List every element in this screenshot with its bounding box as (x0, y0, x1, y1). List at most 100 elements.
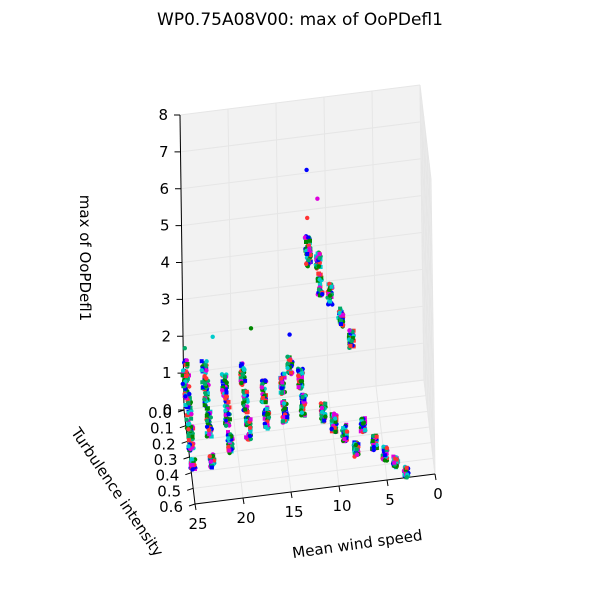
z-tick-label: 7 (159, 143, 169, 161)
scatter-point (338, 315, 343, 320)
scatter-point (391, 454, 396, 459)
scatter-point (359, 419, 364, 424)
scatter-point (356, 442, 361, 447)
scatter-point (202, 403, 207, 408)
scatter-point (224, 418, 229, 423)
y-tick-mark (185, 472, 192, 476)
scatter-point (209, 434, 214, 439)
scatter-point (223, 408, 228, 413)
scatter-point (264, 406, 269, 411)
scatter-point (350, 336, 355, 341)
scatter-point (300, 376, 304, 381)
scatter-point (323, 401, 328, 406)
scatter-point (209, 456, 214, 461)
scatter-point (200, 380, 205, 385)
scatter-point (204, 418, 210, 423)
scatter-point (226, 436, 231, 441)
y-tick-mark (181, 440, 188, 444)
scatter-point (289, 370, 293, 375)
grid-line (420, 158, 433, 253)
x-tick-label: 10 (332, 497, 351, 515)
scatter-point (340, 312, 346, 317)
z-axis-label: max of OoPDefl1 (76, 195, 94, 321)
scatter-point-outlier (210, 334, 215, 339)
scatter-point (306, 243, 311, 248)
grid-line (422, 269, 434, 364)
scatter-point (370, 439, 375, 443)
grid-line (420, 121, 432, 216)
scatter-point (205, 406, 210, 411)
scatter-point (290, 361, 295, 366)
scatter-point (220, 388, 225, 393)
scatter-point (259, 385, 265, 390)
scatter-point (305, 252, 310, 256)
scatter-point (240, 372, 245, 377)
scatter-point (202, 397, 207, 402)
scatter-point (190, 434, 195, 439)
y-tick-mark (183, 456, 190, 460)
scatter-point (355, 452, 360, 457)
grid-line (423, 343, 435, 438)
scatter-point (281, 401, 287, 406)
scatter-point-outlier (304, 167, 309, 173)
x-tick-mark (338, 485, 341, 493)
scatter-point (331, 411, 337, 416)
scatter-point (205, 397, 210, 402)
scatter-point (204, 424, 210, 429)
scatter-point (348, 343, 353, 348)
grid-line (181, 195, 422, 227)
scatter-point (199, 359, 204, 364)
scatter-point (338, 306, 343, 311)
scatter-point (263, 400, 268, 405)
scatter-point (302, 235, 308, 240)
scatter-point (199, 368, 204, 373)
x-tick-mark (242, 497, 245, 505)
scatter-point (299, 383, 304, 388)
scatter-point (279, 390, 285, 396)
scatter-point (317, 256, 322, 261)
scatter-point (227, 448, 232, 453)
scatter-point (186, 444, 191, 449)
scatter-point (245, 404, 250, 409)
grid-line (421, 232, 434, 327)
x-tick-mark (194, 503, 197, 511)
x-tick-label: 5 (385, 491, 395, 509)
scatter-point (304, 240, 308, 244)
x-axis-label: Mean wind speed (291, 526, 423, 562)
scatter-point (332, 416, 338, 421)
z-tick-label: 1 (162, 364, 172, 382)
scatter-point (280, 380, 285, 385)
scatter-point (263, 425, 268, 429)
scatter-point (180, 381, 185, 387)
scatter-point (244, 389, 249, 394)
scatter-point (354, 447, 359, 452)
scatter-point (248, 417, 253, 422)
scatter-point (360, 421, 366, 426)
scatter-point (184, 358, 189, 363)
scatter-point (188, 405, 193, 410)
scatter-point (226, 444, 231, 450)
scatter-point (349, 338, 354, 344)
x-tick-mark (386, 479, 389, 487)
scatter-point (209, 465, 214, 470)
scatter-point (296, 373, 301, 379)
y-tick-label: 0.3 (154, 451, 178, 469)
scatter-point (316, 271, 321, 276)
scatter-point (223, 423, 229, 428)
scatter-point (374, 434, 379, 439)
scatter-point (342, 437, 347, 442)
scatter-point-outlier (305, 215, 310, 221)
scatter-point (180, 373, 185, 378)
scatter-point (247, 425, 253, 430)
scatter-point (260, 382, 265, 387)
y-tick-label: 0.0 (148, 404, 172, 422)
scatter-point-outlier (182, 346, 187, 351)
scatter-point (329, 418, 334, 423)
scatter-point (262, 416, 267, 421)
x-axis-line (194, 473, 436, 505)
scatter-point (220, 379, 225, 384)
scatter-point (370, 433, 376, 439)
scatter-point (318, 293, 322, 298)
scatter-point (279, 385, 284, 391)
